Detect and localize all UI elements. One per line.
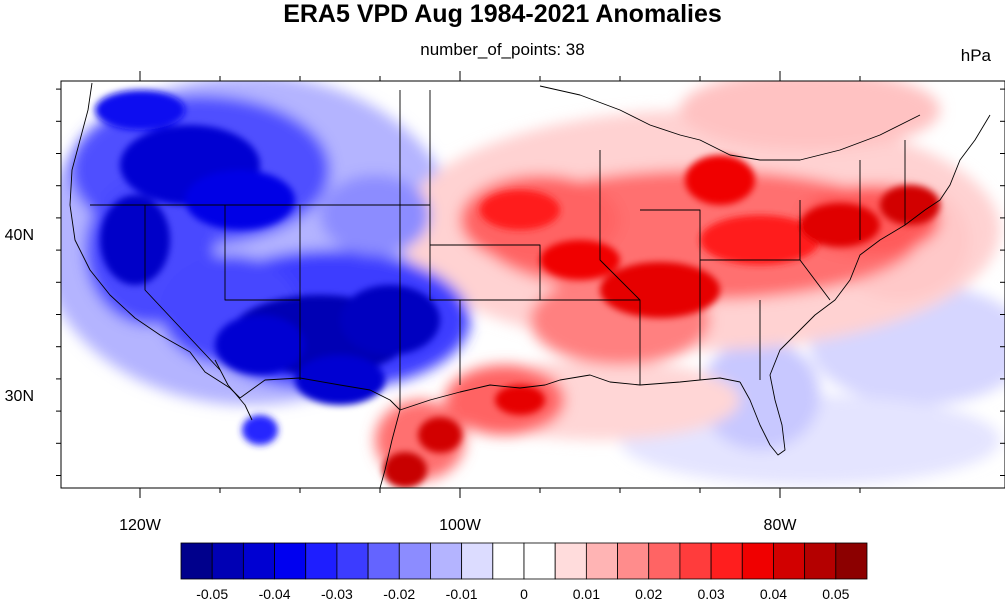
- colorbar-swatch: [585, 542, 618, 580]
- colorbar-swatch: [773, 542, 806, 580]
- colorbar-tick-label: 0.05: [822, 586, 849, 602]
- map-title: ERA5 VPD Aug 1984-2021 Anomalies: [283, 0, 722, 28]
- colorbar-swatch: [211, 542, 244, 580]
- colorbar-swatch: [398, 542, 431, 580]
- colorbar-swatch: [835, 542, 868, 580]
- colorbar-tick-label: 0.02: [635, 586, 662, 602]
- lat-label-30n: 30N: [5, 388, 34, 405]
- colorbar-swatch: [554, 542, 587, 580]
- colorbar-swatch: [367, 542, 400, 580]
- colorbar: -0.05 -0.04 -0.03 -0.02 -0.01 0 0.01 0.02 0.03 0.…: [180, 542, 868, 602]
- colorbar-tick-label: 0: [520, 586, 528, 602]
- lon-label-80w: 80W: [764, 517, 798, 534]
- colorbar-swatch: [492, 542, 525, 580]
- colorbar-swatch: [274, 542, 307, 580]
- lat-label-40n: 40N: [5, 227, 34, 244]
- colorbar-swatch: [430, 542, 463, 580]
- colorbar-swatch: [710, 542, 743, 580]
- map-panel: 120W 100W 80W 40N 30N: [5, 71, 1005, 534]
- colorbar-swatch: [242, 542, 275, 580]
- anomaly-field: [61, 81, 1005, 488]
- colorbar-swatch: [804, 542, 837, 580]
- longitude-labels: 120W 100W 80W: [119, 517, 797, 534]
- lon-label-120w: 120W: [119, 517, 162, 534]
- map-subtitle: number_of_points: 38: [420, 40, 585, 59]
- colorbar-tick-label: -0.04: [259, 586, 291, 602]
- colorbar-tick-label: -0.05: [196, 586, 228, 602]
- units-label: hPa: [960, 46, 991, 65]
- lon-label-100w: 100W: [439, 517, 482, 534]
- colorbar-tick-label: -0.01: [446, 586, 478, 602]
- colorbar-swatch: [741, 542, 774, 580]
- map-frame: [60, 80, 1005, 489]
- colorbar-swatch: [648, 542, 681, 580]
- colorbar-swatch: [336, 542, 369, 580]
- colorbar-swatch: [461, 542, 494, 580]
- colorbar-swatch: [617, 542, 650, 580]
- colorbar-swatch: [523, 542, 556, 580]
- colorbar-swatch: [305, 542, 338, 580]
- latitude-labels: 40N 30N: [5, 227, 34, 405]
- colorbar-tick-label: 0.01: [573, 586, 600, 602]
- colorbar-swatch: [679, 542, 712, 580]
- colorbar-tick-label: 0.03: [697, 586, 724, 602]
- colorbar-tick-label: 0.04: [760, 586, 787, 602]
- colorbar-tick-label: -0.02: [383, 586, 415, 602]
- colorbar-swatch: [180, 542, 213, 580]
- coastlines: [69, 82, 991, 488]
- colorbar-tick-label: -0.03: [321, 586, 353, 602]
- map-ticks: [56, 71, 1005, 498]
